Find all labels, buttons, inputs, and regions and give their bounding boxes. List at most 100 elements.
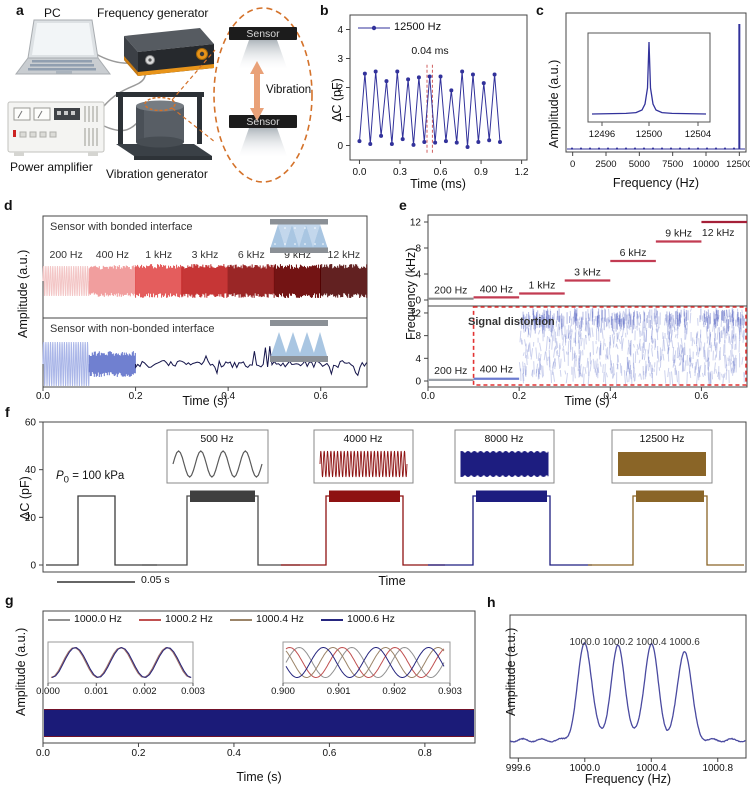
g-ylabel: Amplitude (a.u.) <box>14 627 28 716</box>
noise-stroke <box>667 346 670 354</box>
noise-stroke <box>639 315 642 320</box>
noise-stroke <box>621 310 625 318</box>
noise-stroke <box>581 317 584 325</box>
noise-stroke <box>683 318 686 328</box>
noise-stroke <box>742 329 745 343</box>
noise-stroke <box>560 326 563 340</box>
tick-label: 0 <box>30 561 36 572</box>
noise-stroke <box>636 344 639 350</box>
noise-stroke <box>519 318 523 328</box>
noise-stroke <box>584 323 587 331</box>
noise-stroke <box>554 358 556 370</box>
noise-stroke <box>607 317 610 323</box>
noise-stroke <box>543 317 546 332</box>
noise-stroke <box>681 354 685 361</box>
noise-stroke <box>626 357 629 373</box>
noise-stroke <box>592 341 594 355</box>
step-label: 12 kHz <box>702 227 735 239</box>
noise-stroke <box>701 372 704 377</box>
noise-stroke <box>670 371 674 386</box>
d-xlabel: Time (s) <box>182 394 228 408</box>
noise-stroke <box>616 344 619 350</box>
data-point <box>422 140 427 145</box>
noise-stroke <box>695 333 698 339</box>
noise-stroke <box>587 371 590 386</box>
peak-label: 1000.2 <box>603 637 634 648</box>
step-label: 1 kHz <box>529 280 556 292</box>
tick-label: 2500 <box>595 159 616 170</box>
noise-stroke <box>676 308 679 322</box>
noise-stroke <box>689 371 692 379</box>
noise-stroke <box>548 350 551 365</box>
noise-stroke <box>527 343 530 353</box>
noise-stroke <box>638 322 641 327</box>
noise-stroke <box>668 332 671 343</box>
noise-stroke <box>713 338 717 352</box>
c-xlabel: Frequency (Hz) <box>612 176 700 190</box>
noise-stroke <box>677 319 680 330</box>
tick-label: 0.2 <box>512 391 526 402</box>
tick-label: 0 <box>570 159 575 170</box>
pulse-trace <box>428 495 592 566</box>
noise-stroke <box>738 327 741 336</box>
baseline-dot <box>570 147 574 150</box>
tick-label: 1000.0 <box>569 763 600 774</box>
noise-stroke <box>686 322 688 335</box>
noise-stroke <box>647 349 650 364</box>
noise-stroke <box>667 344 670 351</box>
panel-letter-c: c <box>536 2 544 18</box>
noise-stroke <box>612 335 616 348</box>
noise-stroke <box>662 353 665 361</box>
noise-stroke <box>645 329 648 343</box>
noise-stroke <box>733 357 736 372</box>
noise-stroke <box>728 336 731 345</box>
step-label: 400 Hz <box>480 283 513 295</box>
noise-stroke <box>583 373 585 386</box>
noise-stroke <box>698 337 701 352</box>
noise-stroke <box>644 365 647 380</box>
noise-stroke <box>586 357 589 368</box>
peak-label: 1000.4 <box>636 637 667 648</box>
noise-stroke <box>580 337 583 347</box>
noise-stroke <box>734 355 737 366</box>
noise-stroke <box>730 330 733 343</box>
noise-stroke <box>627 361 630 374</box>
noise-stroke <box>541 314 544 322</box>
chart-g: 0.0 0.2 0.4 0.6 0.8 0.000 0.001 0.002 0.003 0.900… <box>36 610 476 759</box>
baseline-dot <box>579 147 583 150</box>
noise-stroke <box>608 319 610 324</box>
tick-label: 0.0 <box>353 167 367 178</box>
data-point <box>395 69 400 74</box>
noise-stroke <box>633 322 636 329</box>
noise-stroke <box>667 326 669 340</box>
noise-stroke <box>566 329 568 339</box>
noise-stroke <box>674 334 677 338</box>
data-point <box>492 72 497 77</box>
g-legend-swatch-0 <box>48 619 70 621</box>
setup-schematic <box>7 7 313 183</box>
panel-letter-b: b <box>320 2 329 18</box>
noise-stroke <box>622 320 625 328</box>
noise-stroke <box>680 337 684 349</box>
noise-stroke <box>545 351 548 366</box>
b-xlabel: Time (ms) <box>410 177 466 191</box>
noise-stroke <box>626 319 630 328</box>
tick-label: 12504 <box>685 129 711 140</box>
baseline-dot <box>687 147 691 150</box>
f-inset-label-8000: 8000 Hz <box>484 433 524 445</box>
data-point <box>416 75 421 80</box>
tick-label: 10000 <box>693 159 719 170</box>
axes-frame <box>427 214 748 388</box>
noise-stroke <box>538 363 542 374</box>
f-inset-label-4000: 4000 Hz <box>343 433 383 445</box>
noise-stroke <box>678 344 682 355</box>
tick-label: 0.8 <box>418 748 432 759</box>
noise-stroke <box>525 316 528 329</box>
tick-label: 0.0 <box>421 391 435 402</box>
noise-stroke <box>526 349 529 359</box>
segment-label: 1 kHz <box>145 249 172 261</box>
noise-stroke <box>591 327 594 337</box>
noise-stroke <box>731 308 734 318</box>
noise-stroke <box>522 373 524 384</box>
noise-stroke <box>627 359 630 370</box>
